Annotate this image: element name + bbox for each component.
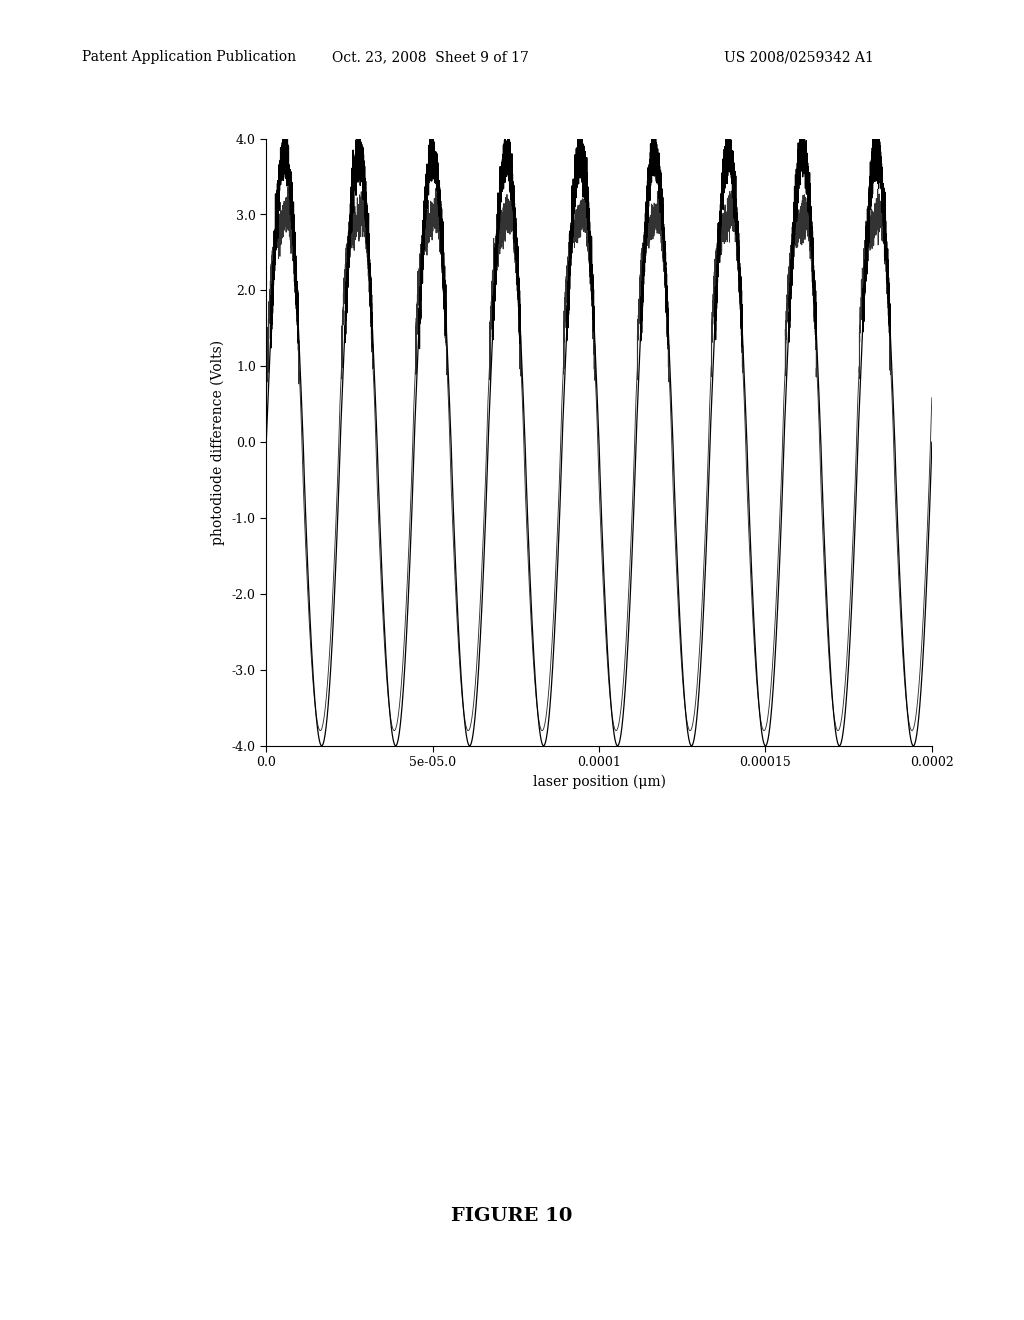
Y-axis label: photodiode difference (Volts): photodiode difference (Volts): [211, 339, 225, 545]
Text: Patent Application Publication: Patent Application Publication: [82, 50, 296, 65]
Text: FIGURE 10: FIGURE 10: [452, 1206, 572, 1225]
Text: US 2008/0259342 A1: US 2008/0259342 A1: [724, 50, 873, 65]
X-axis label: laser position (μm): laser position (μm): [532, 775, 666, 789]
Text: Oct. 23, 2008  Sheet 9 of 17: Oct. 23, 2008 Sheet 9 of 17: [332, 50, 528, 65]
